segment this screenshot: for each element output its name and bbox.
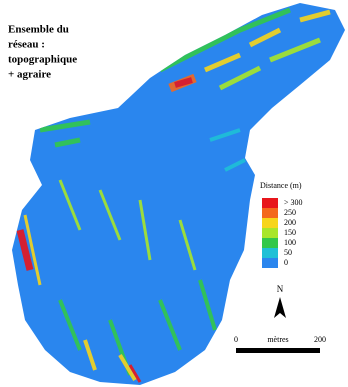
- scale-start: 0: [234, 335, 238, 344]
- title: Ensemble du réseau : topographique + agr…: [8, 24, 77, 81]
- legend-title: Distance (m): [260, 181, 302, 190]
- legend-label: 100: [284, 238, 296, 247]
- legend-label: > 300: [284, 198, 303, 207]
- scale-bar: 0 mètres 200: [234, 335, 326, 353]
- legend-swatch: [262, 198, 278, 208]
- north-label: N: [277, 284, 284, 294]
- legend-label: 50: [284, 248, 292, 257]
- legend-swatch: [262, 248, 278, 258]
- legend-swatch: [262, 228, 278, 238]
- legend-label: 200: [284, 218, 296, 227]
- title-line: topographique: [8, 54, 77, 66]
- title-line: Ensemble du: [8, 24, 69, 36]
- north-arrow: N: [274, 284, 286, 318]
- title-line: + agraire: [8, 69, 51, 81]
- scale-end: 200: [314, 335, 326, 344]
- legend-swatch: [262, 258, 278, 268]
- legend-label: 0: [284, 258, 288, 267]
- legend-label: 150: [284, 228, 296, 237]
- scale-unit: mètres: [267, 335, 288, 344]
- legend-swatch: [262, 218, 278, 228]
- legend-label: 250: [284, 208, 296, 217]
- legend-swatch: [262, 208, 278, 218]
- map: Ensemble du réseau : topographique + agr…: [0, 0, 348, 387]
- legend-swatch: [262, 238, 278, 248]
- title-line: réseau :: [8, 39, 45, 51]
